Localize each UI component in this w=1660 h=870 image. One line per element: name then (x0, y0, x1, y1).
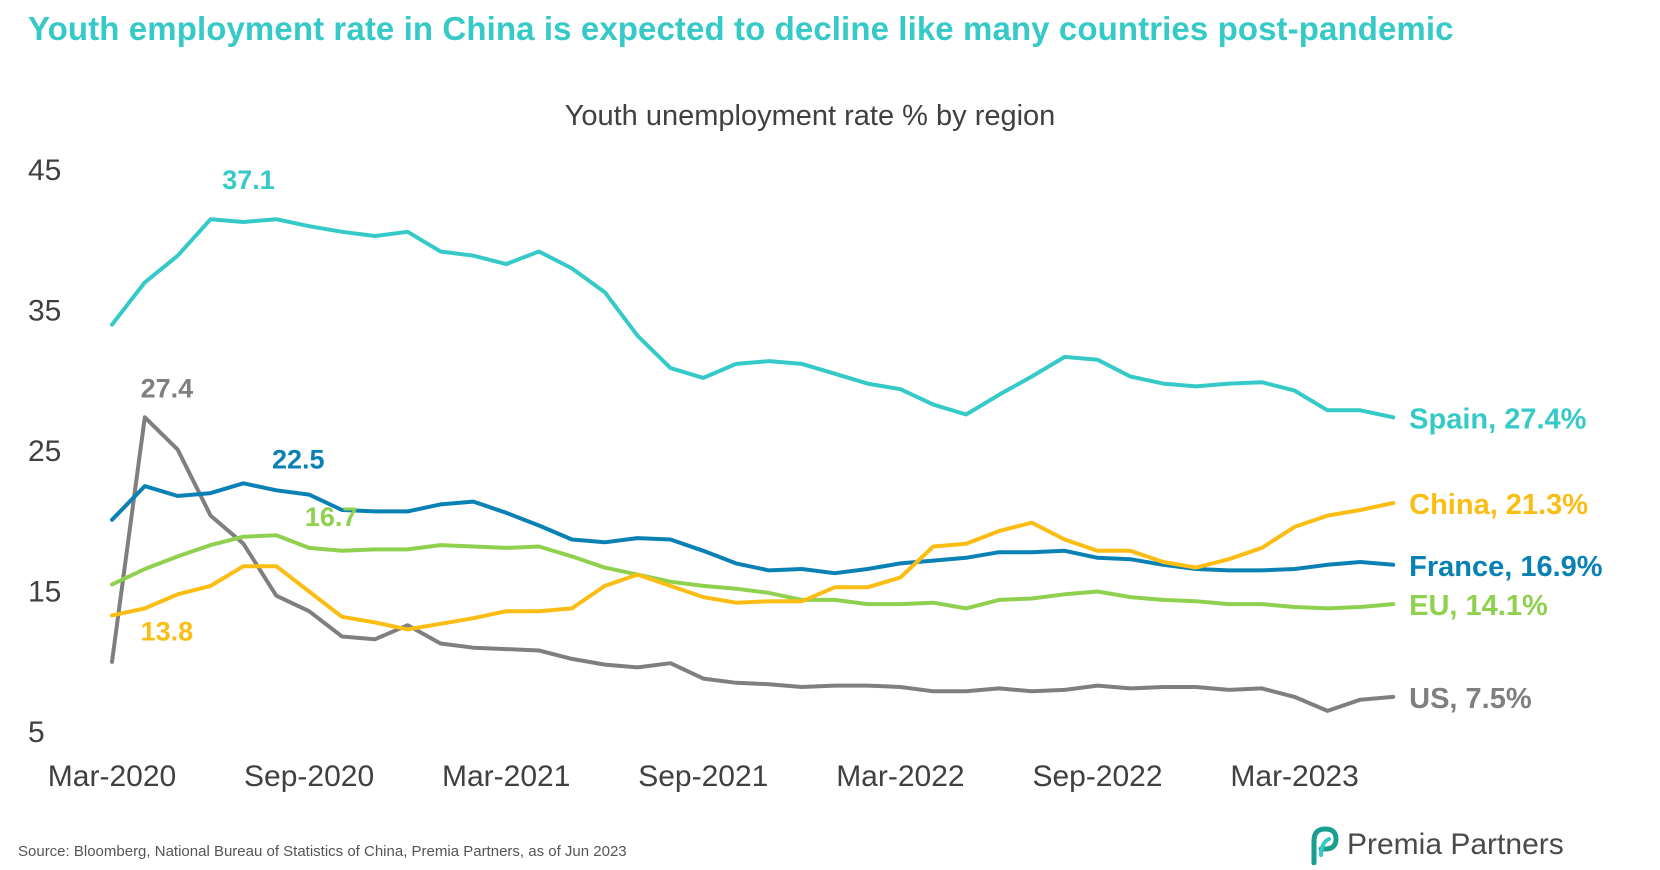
brand-name: Premia Partners (1347, 828, 1564, 861)
peak-label-eu: 16.7 (305, 502, 358, 532)
end-label-spain: Spain, 27.4% (1409, 403, 1587, 435)
series-line-us (110, 415, 1396, 713)
headline: Youth employment rate in China is expect… (28, 10, 1454, 47)
y-axis: 45 35 25 15 5 (28, 154, 61, 749)
peak-label-france: 22.5 (272, 444, 325, 474)
end-label-us: US, 7.5% (1409, 683, 1532, 715)
y-tick-label: 45 (28, 154, 61, 187)
series-line-spain (110, 217, 1396, 420)
series-line-eu (110, 533, 1396, 611)
peak-label-china: 13.8 (141, 616, 194, 646)
x-tick-label: Mar-2023 (1230, 760, 1358, 793)
y-tick-label: 25 (28, 435, 61, 468)
x-tick-label: Mar-2022 (836, 760, 964, 793)
end-label-china: China, 21.3% (1409, 489, 1588, 521)
premia-p-logo-icon (1311, 826, 1339, 865)
peak-label-us: 27.4 (141, 373, 194, 403)
series-line-france (110, 481, 1396, 576)
peak-label-spain: 37.1 (222, 165, 275, 195)
x-tick-label: Mar-2021 (442, 760, 570, 793)
series-line-china (110, 501, 1396, 632)
end-label-eu: EU, 14.1% (1409, 590, 1548, 622)
x-tick-label: Sep-2020 (244, 760, 374, 793)
brand-logo: Premia Partners (1305, 825, 1564, 865)
data-labels: US, 7.5% 27.4 EU, 14.1% 16.7 France, 16.9% 22… (141, 165, 1603, 715)
y-tick-label: 15 (28, 576, 61, 609)
x-tick-label: Mar-2020 (48, 760, 176, 793)
x-tick-label: Sep-2021 (638, 760, 768, 793)
y-tick-label: 5 (28, 716, 45, 749)
x-tick-label: Sep-2022 (1032, 760, 1162, 793)
x-axis: Mar-2020 Sep-2020 Mar-2021 Sep-2021 Mar-2022… (48, 760, 1359, 793)
source-note: Source: Bloomberg, National Bureau of St… (18, 843, 627, 860)
chart-title: Youth unemployment rate % by region (565, 100, 1056, 132)
end-label-france: France, 16.9% (1409, 551, 1603, 583)
y-tick-label: 35 (28, 295, 61, 328)
series-lines (110, 217, 1396, 713)
